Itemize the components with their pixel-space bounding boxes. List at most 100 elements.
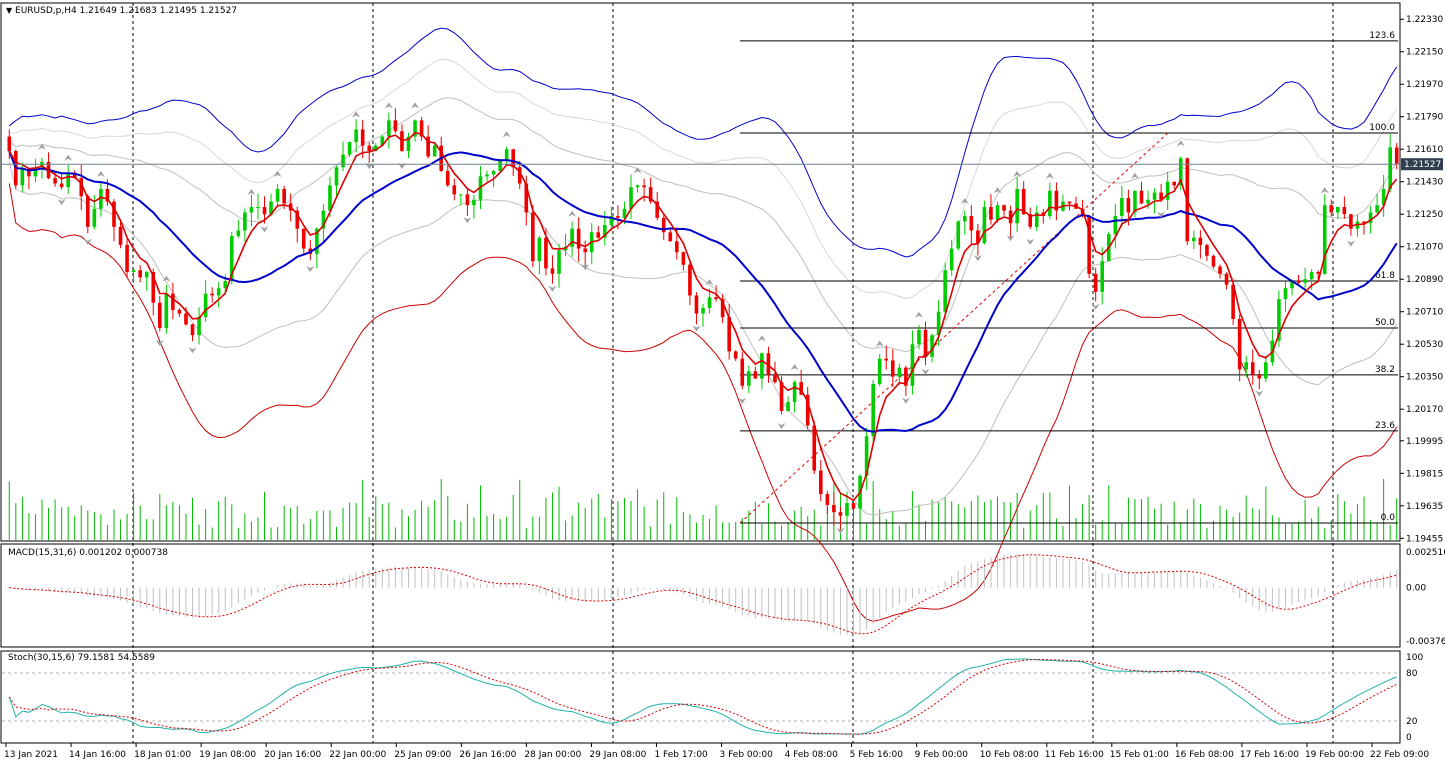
candle-body <box>1375 205 1379 213</box>
upper-inner-band <box>8 97 1398 353</box>
candle-body <box>864 436 869 477</box>
fractal-up-arrow <box>790 364 799 371</box>
fractal-up-arrow <box>633 167 642 174</box>
fractal-down-arrow <box>836 527 845 534</box>
fractal-up-arrow <box>96 170 105 177</box>
candle-body <box>59 183 64 188</box>
chart-header: ▼ EURUSD,p,H4 1.21649 1.21683 1.21495 1.… <box>6 6 237 16</box>
candle-body <box>655 201 659 218</box>
candle-body <box>1165 181 1170 200</box>
candle-body <box>99 188 103 209</box>
time-label: 28 Jan 00:00 <box>524 750 581 760</box>
candle-body <box>720 299 725 318</box>
fractal-down-arrow <box>777 423 786 430</box>
candle-body <box>616 216 620 218</box>
price-tick-label: 1.21970 <box>1406 80 1443 90</box>
candle-body <box>1322 205 1327 274</box>
time-label: 15 Feb 01:00 <box>1110 750 1169 760</box>
candle-body <box>550 268 555 274</box>
candle-body <box>7 136 12 152</box>
price-tick-label: 1.20710 <box>1406 308 1443 318</box>
price-tick-label: 1.21250 <box>1406 210 1443 220</box>
price-tick-label: 1.20530 <box>1406 340 1443 350</box>
candle-body <box>125 244 129 272</box>
candle-body <box>269 201 273 215</box>
candle-body <box>694 295 699 314</box>
candle-body <box>747 371 751 386</box>
candle-body <box>33 167 38 177</box>
candle-body <box>1237 318 1242 370</box>
candle-body <box>112 201 116 227</box>
candle-body <box>1309 272 1314 280</box>
candles[interactable] <box>7 108 1399 530</box>
fib-level-label: 100.0 <box>1369 123 1395 133</box>
candle-body <box>1250 362 1255 375</box>
candle-body <box>1211 255 1216 267</box>
panel-frame <box>0 650 1401 744</box>
panel-frame <box>0 543 1401 648</box>
price-tick-label: 1.21610 <box>1406 145 1443 155</box>
candle-body <box>1054 190 1059 211</box>
candle-body <box>92 208 97 227</box>
candle-body <box>131 270 136 272</box>
candle-body <box>897 367 902 377</box>
candle-body <box>1277 299 1281 341</box>
candle-body <box>740 358 745 386</box>
candle-body <box>144 272 149 278</box>
moving-averages <box>8 132 1398 502</box>
candle-body <box>805 394 810 426</box>
stoch-signal-line <box>8 658 1397 735</box>
candle-body <box>229 235 234 282</box>
candle-body <box>701 308 705 314</box>
candle-body <box>733 351 738 359</box>
price-tick-label: 1.19995 <box>1406 437 1443 447</box>
fractal-down-arrow <box>692 325 701 332</box>
candle-body <box>190 324 195 336</box>
candle-body <box>1178 158 1183 186</box>
time-label: 11 Feb 16:00 <box>1045 750 1104 760</box>
fractal-down-arrow <box>155 339 164 346</box>
candle-body <box>321 210 326 229</box>
fib-level-label: 38.2 <box>1375 365 1395 375</box>
candle-body <box>465 194 470 206</box>
candle-body <box>982 207 987 244</box>
macd-signal-line <box>9 554 1397 635</box>
volume-bars <box>8 478 1398 540</box>
stoch-title: Stoch(30,15,6) 79.1581 54.5589 <box>8 653 155 663</box>
candle-body <box>799 382 803 395</box>
fractal-down-arrow <box>1091 303 1100 310</box>
fast-moving-average <box>8 132 1398 502</box>
candle-body <box>1257 374 1262 379</box>
fractal-up-arrow <box>162 275 171 282</box>
fractal-up-arrow <box>875 340 884 347</box>
lower-outer-band <box>8 183 1398 622</box>
time-label: 13 Jan 2021 <box>4 750 58 760</box>
candle-body <box>413 120 417 137</box>
fractal-up-arrow <box>1320 187 1329 194</box>
time-label: 4 Feb 08:00 <box>785 750 839 760</box>
stoch-main-line <box>8 658 1397 735</box>
fibonacci-retracement[interactable]: 123.6 100.0 61.8 50.0 38.2 23.6 0.0 <box>739 31 1398 524</box>
price-tick-label: 1.20890 <box>1406 275 1443 285</box>
candle-body <box>661 217 666 233</box>
candle-body <box>1048 190 1052 217</box>
candle-body <box>1342 207 1347 215</box>
upper-outer-band <box>8 27 1398 258</box>
panel-frame <box>0 2 1401 542</box>
candle-body <box>622 208 627 218</box>
candle-body <box>1067 201 1072 204</box>
triangle-down-icon[interactable]: ▼ <box>6 6 13 15</box>
price-tick-label: 1.20350 <box>1406 373 1443 383</box>
time-label: 14 Jan 16:00 <box>69 750 126 760</box>
candle-body <box>936 311 941 336</box>
fractal-up-arrow <box>568 210 577 217</box>
fractal-down-arrow <box>57 199 66 206</box>
candle-body <box>544 237 548 269</box>
candle-body <box>1349 214 1353 229</box>
candle-body <box>504 149 509 161</box>
candle-body <box>884 358 889 361</box>
candle-body <box>1329 205 1334 213</box>
candle-body <box>668 232 673 242</box>
price-tick-label: 1.19635 <box>1406 502 1443 512</box>
